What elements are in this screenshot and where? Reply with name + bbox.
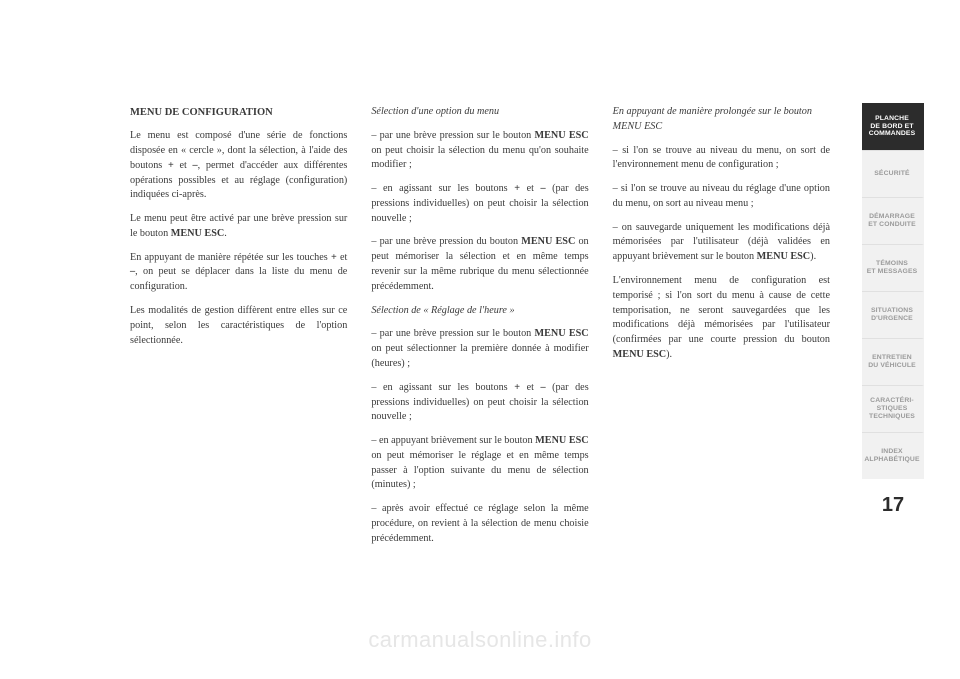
text: ). [666,349,672,360]
tab-label: ENTRETIEN DU VÉHICULE [868,354,916,370]
tab-line: ENTRETIEN [872,354,912,361]
col3-p4: L'environnement menu de configuration es… [613,274,830,363]
col1-heading: MENU DE CONFIGURATION [130,105,347,120]
column-2: Sélection d'une option du menu – par une… [371,105,588,556]
watermark: carmanualsonline.info [0,627,960,653]
text: ). [810,251,816,262]
tab-label: SÉCURITÉ [874,170,909,178]
side-tabs: PLANCHE DE BORD ET COMMANDES SÉCURITÉ DÉ… [862,103,924,479]
col1-p1: Le menu est composé d'une série de fonct… [130,129,347,203]
col2-p6: – en appuyant brièvement sur le bouton M… [371,434,588,493]
col2-p5: – en agissant sur les boutons + et – (pa… [371,381,588,425]
text: – par une brève pression du bouton [371,236,521,247]
bold: MENU ESC [171,228,225,239]
bold: MENU ESC [757,251,811,262]
tab-line: STIQUES [877,405,908,412]
tab-line: DE BORD ET [870,123,913,130]
tab-planche-de-bord[interactable]: PLANCHE DE BORD ET COMMANDES [862,103,924,150]
page: MENU DE CONFIGURATION Le menu est compos… [0,0,960,679]
text: – par une brève pression sur le bouton [371,328,534,339]
content-columns: MENU DE CONFIGURATION Le menu est compos… [130,105,830,556]
tab-caracteristiques[interactable]: CARACTÉRI- STIQUES TECHNIQUES [862,385,924,432]
col2-p4: – par une brève pression sur le bouton M… [371,327,588,371]
col2-p2: – en agissant sur les boutons + et – (pa… [371,182,588,226]
text: et [520,382,540,393]
page-number: 17 [862,494,924,517]
tab-line: PLANCHE [875,115,909,122]
col3-sub1: En appuyant de manière prolongée sur le … [613,105,830,135]
col3-p1: – si l'on se trouve au niveau du menu, o… [613,144,830,174]
tab-line: SITUATIONS [871,307,913,314]
tab-label: PLANCHE DE BORD ET COMMANDES [869,115,916,138]
tab-line: SÉCURITÉ [874,170,909,177]
bold: MENU ESC [535,328,589,339]
tab-situations[interactable]: SITUATIONS D'URGENCE [862,291,924,338]
text: – en agissant sur les boutons [371,382,514,393]
tab-label: DÉMARRAGE ET CONDUITE [868,213,916,229]
bold: MENU ESC [521,236,575,247]
tab-line: INDEX [881,448,902,455]
text: et [520,183,540,194]
col3-p3: – on sauvegarde uniquement les modificat… [613,221,830,265]
tab-entretien[interactable]: ENTRETIEN DU VÉHICULE [862,338,924,385]
bold: MENU ESC [613,349,667,360]
text: – par une brève pression sur le bouton [371,130,534,141]
tab-line: D'URGENCE [871,315,913,322]
tab-demarrage[interactable]: DÉMARRAGE ET CONDUITE [862,197,924,244]
tab-label: INDEX ALPHABÉTIQUE [864,448,919,464]
tab-label: TÉMOINS ET MESSAGES [867,260,918,276]
text: . [224,228,227,239]
tab-line: TECHNIQUES [869,413,915,420]
text: on peut sélectionner la première donnée … [371,343,588,369]
text: on peut choisir la sélection du menu qu'… [371,145,588,171]
tab-line: CARACTÉRI- [870,397,914,404]
text: Le menu peut être activé par une brève p… [130,213,347,239]
text: – en agissant sur les boutons [371,183,514,194]
tab-line: TÉMOINS [876,260,908,267]
tab-index[interactable]: INDEX ALPHABÉTIQUE [862,432,924,479]
tab-temoins[interactable]: TÉMOINS ET MESSAGES [862,244,924,291]
column-1: MENU DE CONFIGURATION Le menu est compos… [130,105,347,556]
text: et [174,160,193,171]
col2-sub2: Sélection de « Réglage de l'heure » [371,304,588,319]
tab-line: COMMANDES [869,130,916,137]
tab-line: ET CONDUITE [868,221,916,228]
tab-label: CARACTÉRI- STIQUES TECHNIQUES [869,397,915,420]
col1-p3: En appuyant de manière répétée sur les t… [130,251,347,295]
tab-line: DU VÉHICULE [868,362,916,369]
text: et [337,252,348,263]
col2-p3: – par une brève pression du bouton MENU … [371,235,588,294]
tab-line: ET MESSAGES [867,268,918,275]
col1-p2: Le menu peut être activé par une brève p… [130,212,347,242]
tab-securite[interactable]: SÉCURITÉ [862,150,924,197]
text: L'environnement menu de configuration es… [613,275,830,345]
bold: MENU ESC [535,130,589,141]
col1-p4: Les modalités de gestion diffèrent entre… [130,304,347,348]
col2-p7: – après avoir effectué ce réglage selon … [371,502,588,546]
bold: MENU ESC [535,435,589,446]
text: , on peut se déplacer dans la liste du m… [130,266,347,292]
text: En appuyant de manière répétée sur les t… [130,252,331,263]
tab-line: ALPHABÉTIQUE [864,456,919,463]
tab-label: SITUATIONS D'URGENCE [871,307,913,323]
col2-p1: – par une brève pression sur le bouton M… [371,129,588,173]
column-3: En appuyant de manière prolongée sur le … [613,105,830,556]
col2-sub1: Sélection d'une option du menu [371,105,588,120]
tab-line: DÉMARRAGE [869,213,915,220]
text: on peut mémoriser le réglage et en même … [371,450,588,491]
text: – en appuyant brièvement sur le bouton [371,435,535,446]
col3-p2: – si l'on se trouve au niveau du réglage… [613,182,830,212]
